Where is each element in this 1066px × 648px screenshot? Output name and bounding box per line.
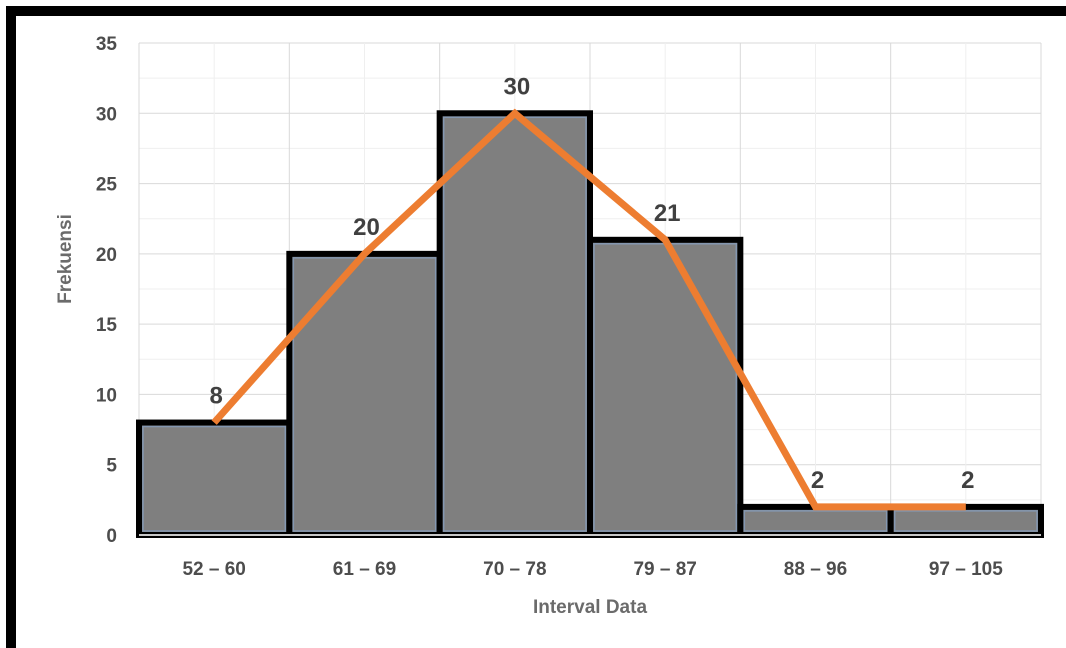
image-border bbox=[6, 6, 1066, 648]
bar-inner-edge bbox=[893, 510, 1038, 532]
frequency-polygon-line bbox=[211, 108, 966, 511]
x-tick-label: 61 – 69 bbox=[333, 559, 396, 580]
x-tick-label: 52 – 60 bbox=[182, 559, 245, 580]
x-tick-label: 88 – 96 bbox=[784, 559, 847, 580]
histogram-bar bbox=[587, 236, 744, 539]
y-tick-label: 25 bbox=[96, 175, 118, 196]
y-tick-label: 5 bbox=[106, 456, 117, 477]
frequency-polygon bbox=[211, 108, 966, 511]
bar-inner-edge bbox=[743, 510, 888, 532]
data-label: 21 bbox=[654, 200, 681, 227]
x-axis-ticks: 52 – 60 61 – 69 70 – 78 79 – 87 88 – 96 97 – … bbox=[182, 559, 1003, 580]
y-tick-label: 30 bbox=[96, 104, 117, 125]
data-label: 2 bbox=[811, 467, 824, 494]
y-tick-label: 15 bbox=[96, 315, 118, 336]
x-axis-title: Interval Data bbox=[533, 597, 647, 618]
y-axis-title: Frekuensi bbox=[55, 214, 76, 304]
histogram-bar bbox=[286, 250, 443, 538]
bar-inner-edge bbox=[142, 425, 287, 532]
histogram-bar bbox=[136, 419, 293, 538]
x-tick-label: 97 – 105 bbox=[929, 559, 1003, 580]
data-label: 2 bbox=[961, 467, 974, 494]
y-axis-ticks: 0 5 10 15 20 25 30 35 bbox=[96, 34, 118, 547]
y-tick-label: 35 bbox=[96, 34, 118, 55]
x-tick-label: 79 – 87 bbox=[633, 559, 696, 580]
data-label: 8 bbox=[209, 383, 222, 410]
y-tick-label: 10 bbox=[96, 385, 117, 406]
data-labels: 8 20 30 21 2 2 bbox=[209, 73, 974, 494]
y-tick-label: 20 bbox=[96, 245, 117, 266]
histogram-bar bbox=[436, 110, 593, 539]
y-tick-label: 0 bbox=[106, 526, 117, 547]
data-label: 20 bbox=[353, 214, 380, 241]
data-label: 30 bbox=[503, 73, 530, 100]
x-tick-label: 70 – 78 bbox=[483, 559, 546, 580]
